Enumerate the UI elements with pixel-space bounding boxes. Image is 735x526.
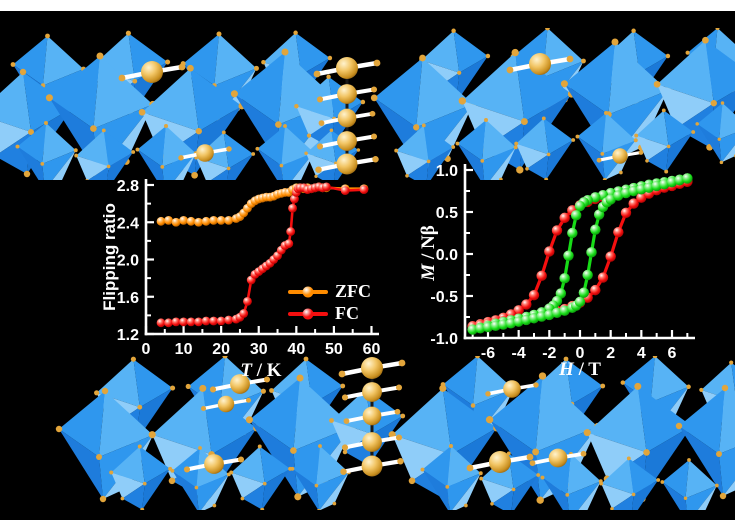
- y-tick-label: 2.0: [117, 253, 139, 270]
- x-tick-label: 6: [668, 345, 677, 362]
- series-hysteresis-loop-narrow: [467, 173, 693, 335]
- hysteresis-chart: -6 -4 -2 0 2 4 6 -1.0 -0.5 0.0 0.5 1.0: [430, 163, 695, 362]
- x-tick-label: 0: [576, 345, 585, 362]
- series-FC: [156, 182, 369, 328]
- x-tick-label: -2: [542, 345, 556, 362]
- y-tick-label: 0.0: [436, 247, 458, 264]
- crystal-structure-bottom-graphic: [55, 356, 735, 510]
- fc-marker-icon: [302, 308, 314, 319]
- x-axis-label-temperature: T / K: [240, 360, 282, 381]
- y-tick-label: -1.0: [430, 331, 458, 348]
- legend: ZFC FC: [288, 281, 371, 323]
- top-white-margin: [0, 0, 735, 11]
- y-tick-label: -0.5: [430, 289, 458, 306]
- fc-line-sample-icon: [288, 308, 328, 319]
- y-tick-label: 0.5: [436, 205, 458, 222]
- x-tick-label: 20: [212, 341, 230, 358]
- y-tick-label: 1.0: [436, 163, 458, 180]
- y-tick-label: 1.2: [117, 327, 139, 344]
- bottom-white-margin: [0, 520, 735, 526]
- x-tick-label: 4: [637, 345, 646, 362]
- x-tick-label: -6: [481, 345, 495, 362]
- y-tick-label: 2.4: [117, 215, 139, 232]
- legend-item-fc: FC: [288, 303, 371, 323]
- x-tick-label: 2: [606, 345, 615, 362]
- x-tick-label: 60: [363, 341, 381, 358]
- legend-label-zfc: ZFC: [335, 281, 371, 301]
- crystal-structure-top-graphic: [0, 28, 735, 180]
- flipping-ratio-chart: 0 10 20 30 40 50 60 1.2 1.6 2.0 2.4 2.8: [117, 178, 381, 358]
- x-tick-label: 50: [325, 341, 343, 358]
- axes: 0 10 20 30 40 50 60 1.2 1.6 2.0 2.4 2.8: [117, 178, 381, 358]
- x-axis-label-field: H / T: [559, 359, 601, 380]
- legend-label-fc: FC: [335, 303, 359, 323]
- zfc-line-sample-icon: [288, 286, 328, 297]
- legend-item-zfc: ZFC: [288, 281, 371, 301]
- x-tick-label: -4: [512, 345, 526, 362]
- x-tick-label: 40: [287, 341, 305, 358]
- polyhedra-chain-top: [0, 28, 735, 180]
- x-tick-label: 0: [142, 341, 151, 358]
- zfc-marker-icon: [302, 286, 314, 297]
- y-axis-label-flipping-ratio: Flipping ratio: [100, 203, 119, 311]
- y-axis-label-magnetization: M / Nβ: [418, 225, 439, 281]
- x-tick-label: 10: [175, 341, 193, 358]
- polyhedra-chain-bottom: [55, 356, 735, 510]
- y-tick-label: 1.6: [117, 290, 139, 307]
- x-tick-label: 30: [250, 341, 268, 358]
- y-tick-label: 2.8: [117, 178, 139, 195]
